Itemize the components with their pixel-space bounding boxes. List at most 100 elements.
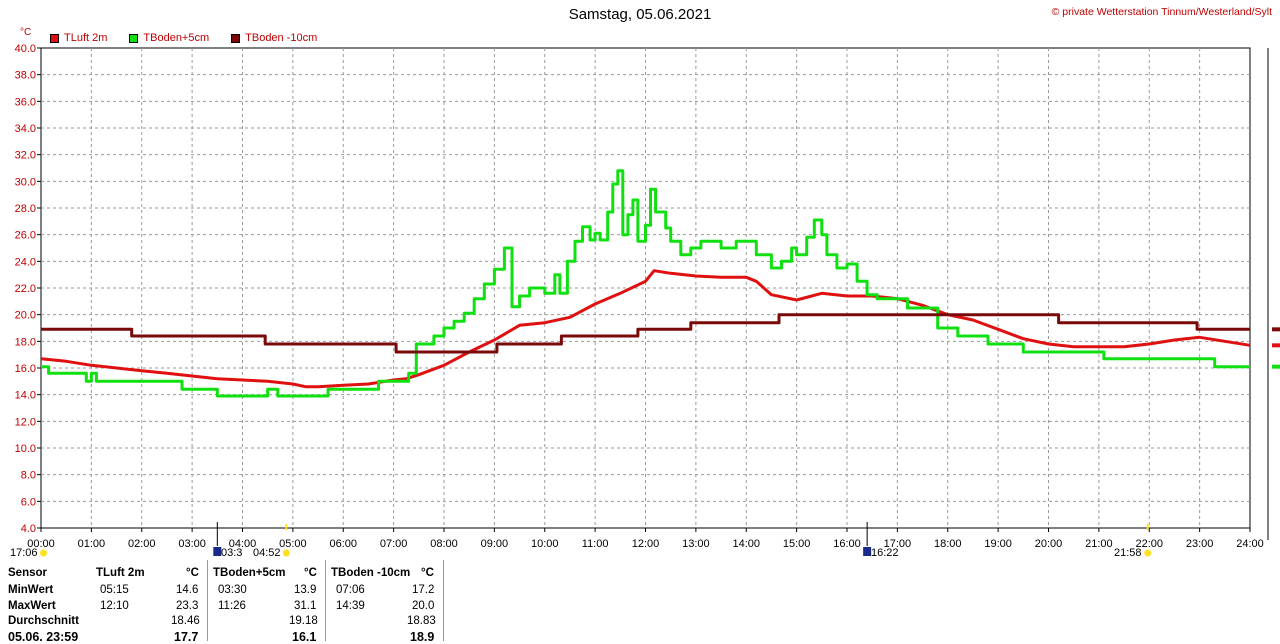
- y-tick-label: 6.0: [21, 496, 36, 508]
- chart-area: 4.0 6.0 8.0 10.0 12.0 14.0 16.0 18.0 20.0 22.0 24.…: [15, 43, 1280, 557]
- sunrise-time: 04:52: [253, 547, 281, 559]
- x-tick-label: 01:00: [78, 538, 106, 550]
- y-tick-label: 34.0: [15, 123, 36, 135]
- y-tick-label: 28.0: [15, 203, 36, 215]
- table-header-tboden5: TBoden+5cm: [213, 567, 286, 579]
- x-tick-label: 08:00: [430, 538, 458, 550]
- table-cell-max-tluft-time: 12:10: [100, 600, 129, 612]
- x-tick-label: 16:00: [833, 538, 861, 550]
- table-cell-min-tboden10-time: 07:06: [336, 584, 365, 596]
- y-tick-label: 10.0: [15, 443, 36, 455]
- x-tick-label: 17:00: [884, 538, 912, 550]
- table-cell-current-tluft: 17.7: [174, 630, 199, 644]
- moon-time-a: 03:3: [221, 547, 243, 559]
- table-cell-max-tboden10-time: 14:39: [336, 600, 365, 612]
- y-tick-label: 12.0: [15, 416, 36, 428]
- table-cell-max-tboden10-value: 20.0: [412, 600, 435, 612]
- x-tick-label: 12:00: [632, 538, 660, 550]
- x-tick-label: 22:00: [1135, 538, 1163, 550]
- legend-label-tboden10: TBoden -10cm: [245, 32, 318, 44]
- sun-marker-icon: [40, 549, 48, 557]
- y-tick-label: 14.0: [15, 390, 36, 402]
- series-line-2: [41, 313, 1250, 354]
- y-tick-label: 36.0: [15, 96, 36, 108]
- legend-item-tboden10: TBoden -10cm: [231, 32, 317, 44]
- legend-swatch-tboden5: [129, 33, 139, 43]
- x-tick-label: 06:00: [329, 538, 357, 550]
- table-cell-min-tluft-time: 05:15: [100, 584, 129, 596]
- x-tick-label: 09:00: [481, 538, 509, 550]
- current-value-marker-0: [1272, 343, 1280, 348]
- x-tick-label: 05:00: [279, 538, 307, 550]
- table-cell-min-tluft-value: 14.6: [176, 584, 199, 596]
- x-tick-label: 03:00: [178, 538, 206, 550]
- table-divider-1: [207, 560, 208, 641]
- table-header-tboden10: TBoden -10cm: [331, 567, 411, 579]
- stats-table: Sensor TLuft 2m °C TBoden+5cm °C TBoden …: [0, 560, 445, 644]
- table-cell-min-tboden5-value: 13.9: [294, 584, 317, 596]
- series-line-1: [41, 169, 1250, 398]
- x-tick-label: 02:00: [128, 538, 156, 550]
- table-header-unit-1: °C: [186, 567, 199, 579]
- x-tick-label: 19:00: [984, 538, 1012, 550]
- legend-label-tluft: TLuft 2m: [64, 32, 108, 44]
- table-cell-avg-tluft: 18.46: [171, 615, 200, 627]
- legend: TLuft 2m TBoden+5cm TBoden -10cm: [50, 32, 317, 44]
- y-tick-label: 20.0: [15, 310, 36, 322]
- table-divider-2: [325, 560, 326, 641]
- table-cell-max-tboden5-value: 31.1: [294, 600, 317, 612]
- table-cell-max-tboden5-time: 11:26: [218, 600, 246, 612]
- table-row-label-max: MaxWert: [8, 600, 56, 612]
- x-tick-label: 21:00: [1085, 538, 1113, 550]
- current-value-marker-1: [1272, 364, 1280, 369]
- legend-item-tluft: TLuft 2m: [50, 32, 107, 44]
- y-tick-label: 32.0: [15, 150, 36, 162]
- table-cell-min-tboden5-time: 03:30: [218, 584, 247, 596]
- y-tick-label: 26.0: [15, 230, 36, 242]
- legend-swatch-tboden10: [231, 33, 241, 43]
- x-tick-label: 13:00: [682, 538, 710, 550]
- y-tick-label: 38.0: [15, 70, 36, 82]
- y-tick-label: 40.0: [15, 43, 36, 55]
- sun-marker-icon: [282, 549, 290, 557]
- table-divider-3: [443, 560, 444, 641]
- moon-time-b: 16:22: [871, 547, 899, 559]
- y-tick-label: 30.0: [15, 176, 36, 188]
- y-tick-label: 4.0: [21, 523, 36, 535]
- moon-marker-icon: [213, 547, 222, 556]
- x-tick-label: 10:00: [531, 538, 559, 550]
- table-header-unit-2: °C: [304, 567, 317, 579]
- copyright-note: © private Wetterstation Tinnum/Westerlan…: [1051, 6, 1272, 18]
- legend-item-tboden5: TBoden+5cm: [129, 32, 209, 44]
- x-tick-label: 11:00: [582, 538, 609, 550]
- legend-label-tboden5: TBoden+5cm: [143, 32, 210, 44]
- y-tick-label: 22.0: [15, 283, 36, 295]
- series-line-0: [40, 269, 1251, 389]
- x-tick-label: 24:00: [1236, 538, 1264, 550]
- table-header-tluft: TLuft 2m: [96, 567, 145, 579]
- table-row-label-min: MinWert: [8, 584, 54, 596]
- x-tick-label: 18:00: [934, 538, 962, 550]
- x-tick-label: 04:00: [229, 538, 257, 550]
- y-tick-label: 16.0: [15, 363, 36, 375]
- table-header-unit-3: °C: [421, 567, 434, 579]
- x-tick-label: 15:00: [783, 538, 811, 550]
- table-header-sensor: Sensor: [8, 567, 47, 579]
- y-tick-label: 24.0: [15, 256, 36, 268]
- table-row-label-current: 05.06. 23:59: [8, 630, 79, 644]
- table-cell-min-tboden10-value: 17.2: [412, 584, 435, 596]
- x-tick-label: 20:00: [1035, 538, 1063, 550]
- moon-marker-icon: [863, 547, 872, 556]
- sunrise-prev-time: 17:06: [10, 547, 38, 559]
- y-tick-label: 8.0: [21, 470, 36, 482]
- table-cell-max-tluft-value: 23.3: [176, 600, 199, 612]
- table-cell-current-tboden5: 16.1: [292, 630, 317, 644]
- table-cell-avg-tboden10: 18.83: [407, 615, 436, 627]
- table-row-label-avg: Durchschnitt: [8, 615, 79, 627]
- current-value-marker-2: [1272, 327, 1280, 332]
- table-cell-avg-tboden5: 19.18: [289, 615, 318, 627]
- sun-marker-icon: [1144, 549, 1152, 557]
- x-tick-label: 07:00: [380, 538, 408, 550]
- x-tick-label: 00:00: [27, 538, 55, 550]
- legend-swatch-tluft: [50, 33, 59, 43]
